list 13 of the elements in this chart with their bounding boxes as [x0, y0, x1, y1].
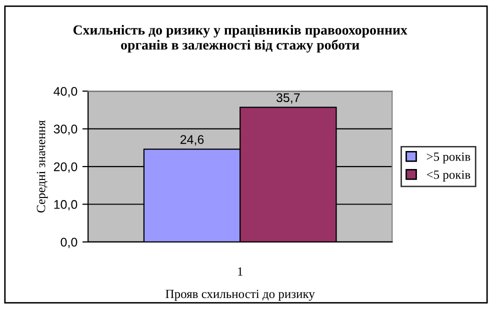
- x-tick-label: 1: [238, 267, 242, 276]
- x-axis-title: Прояв схильності до ризику: [166, 290, 315, 301]
- y-axis-title: Середні значення: [36, 120, 48, 213]
- legend-label: >5 років: [426, 152, 470, 164]
- data-label: 35,7: [276, 93, 300, 104]
- y-tick-label: 0,0: [60, 238, 78, 248]
- legend-label: <5 років: [426, 170, 470, 182]
- y-tick-label: 30,0: [54, 124, 78, 135]
- data-label: 24,6: [180, 135, 204, 146]
- y-tick-label: 10,0: [54, 200, 78, 210]
- y-tick-label: 40,0: [54, 86, 78, 98]
- chart-title: Схильність до ризику у працівників правоохоронних органів в залежності від стажу роботи: [73, 24, 408, 52]
- y-tick-label: 20,0: [54, 162, 78, 173]
